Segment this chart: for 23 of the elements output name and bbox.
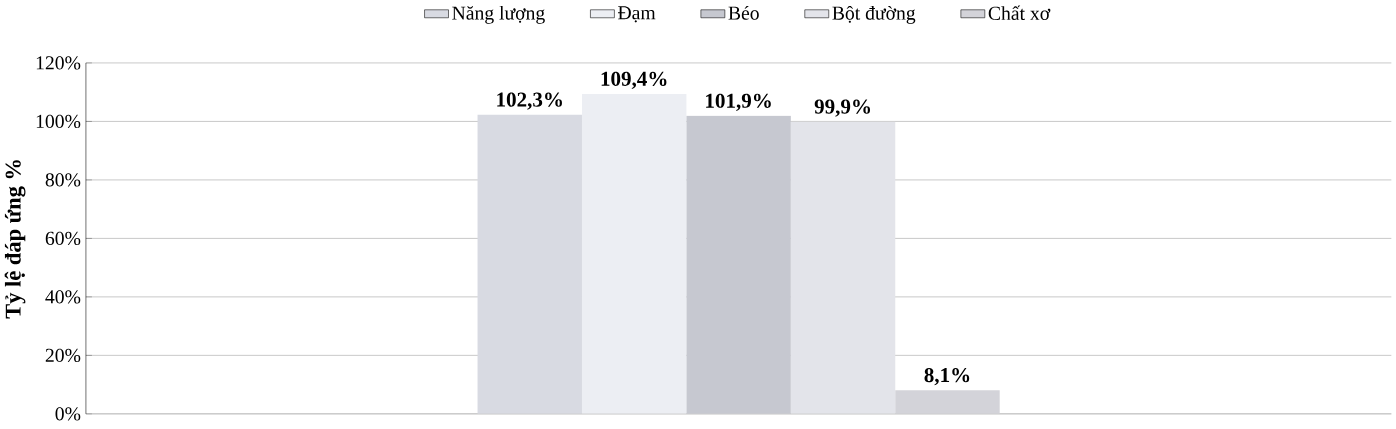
y-tick-label: 120% <box>36 56 81 70</box>
bar <box>790 121 896 414</box>
y-tick-label: 100% <box>36 114 81 128</box>
data-label: 99,9% <box>814 99 871 117</box>
bar <box>477 114 582 414</box>
data-label: 101,9% <box>706 93 771 111</box>
bar <box>895 389 1000 414</box>
legend-label: Bột đường <box>832 5 916 24</box>
bar <box>686 115 791 414</box>
legend-label: Đạm <box>617 6 656 23</box>
y-tick-label: 80% <box>45 173 81 187</box>
y-tick-label: 0% <box>55 406 81 421</box>
y-tick-label: 40% <box>45 289 81 304</box>
data-label: 8,1% <box>924 367 970 385</box>
y-axis-title: Tỷ lệ đáp ứng % <box>4 159 26 319</box>
legend-label: Năng lượng <box>452 5 545 24</box>
y-tick-label: 60% <box>45 231 81 245</box>
y-tick-label: 20% <box>45 348 81 362</box>
bar <box>581 93 687 414</box>
legend-label: Chất xơ <box>988 5 1051 20</box>
data-label: 102,3% <box>497 92 562 110</box>
legend-label: Béo <box>728 5 759 20</box>
data-label: 109,4% <box>601 71 667 89</box>
